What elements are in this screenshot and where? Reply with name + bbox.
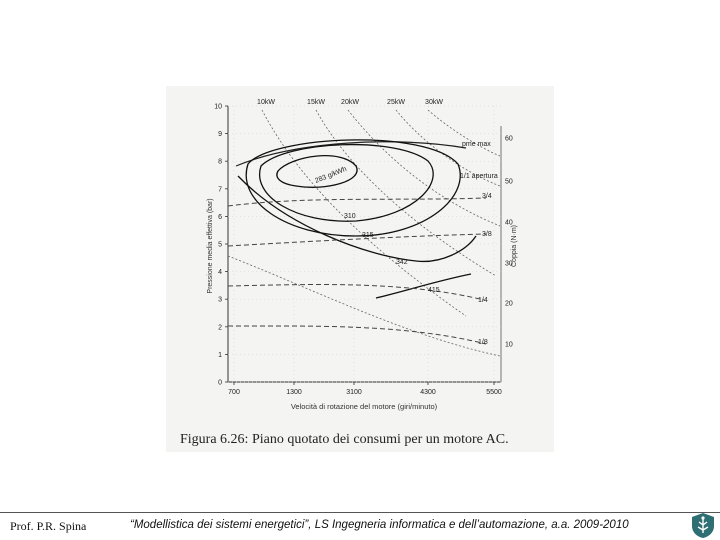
footer-course-title: “Modellistica dei sistemi energetici”, L… — [130, 519, 629, 531]
power-label: 30kW — [425, 99, 443, 106]
footer-author: Prof. P.R. Spina — [10, 519, 87, 533]
grid — [228, 105, 501, 383]
throttle-3-8 — [227, 233, 487, 247]
x-tick-label: 4300 — [420, 389, 436, 396]
throttle-1-8 — [227, 325, 487, 345]
y-tick-label: 2 — [218, 324, 222, 331]
y-axis-title: Pressione media effettiva (bar) — [207, 198, 214, 293]
university-logo-icon — [692, 513, 714, 538]
y2-tick-label: 60 — [505, 136, 513, 143]
y2-tick-label: 20 — [505, 301, 513, 308]
y2-tick-label: 40 — [505, 220, 513, 227]
x-tick-label: 1300 — [286, 389, 302, 396]
label-throttle-1-4: 1/4 — [478, 297, 488, 304]
y-tick-label: 0 — [218, 380, 222, 387]
pme-max-curve — [235, 141, 467, 167]
x-tick-label: 700 — [228, 389, 240, 396]
power-label: 20kW — [341, 99, 359, 106]
throttle-3-4 — [227, 197, 487, 207]
footer-divider — [0, 512, 720, 513]
y-tick-label: 10 — [214, 104, 222, 111]
y2-axis-title: Coppia (N·m) — [511, 225, 518, 267]
label-isoline-310: 310 — [344, 213, 356, 220]
y2-tick-label: 30 — [505, 261, 513, 268]
isoline-342 — [237, 175, 477, 263]
power-curve-30kw — [427, 109, 501, 157]
throttle-1-4 — [227, 284, 485, 301]
label-pme-max: pme max — [462, 141, 491, 148]
isoline-415 — [375, 273, 472, 299]
y-tick-label: 9 — [218, 131, 222, 138]
y-tick-label: 6 — [218, 214, 222, 221]
figure-scan: 0 1 2 3 4 5 6 7 8 9 10 700 1300 3100 4300 5500 10 20 30 4… — [166, 86, 554, 452]
power-label: 25kW — [387, 99, 405, 106]
y-tick-label: 8 — [218, 159, 222, 166]
y2-axis-ticks: 10 20 30 40 50 60 — [505, 136, 513, 349]
power-curve-15kw — [315, 109, 497, 277]
y-tick-label: 3 — [218, 297, 222, 304]
y-tick-label: 4 — [218, 269, 222, 276]
throttle-curves — [227, 197, 487, 345]
label-isoline-315: 315 — [362, 232, 374, 239]
isoline-315 — [245, 139, 461, 237]
label-isoline-415: 415 — [428, 287, 440, 294]
power-curve-20kw — [347, 109, 501, 227]
y2-tick-label: 50 — [505, 179, 513, 186]
torque-line — [227, 255, 501, 357]
y-tick-label: 7 — [218, 186, 222, 193]
x-axis-title: Velocità di rotazione del motore (giri/m… — [291, 402, 438, 411]
isoline-310 — [259, 143, 434, 222]
x-tick-label: 5500 — [486, 389, 502, 396]
bsfc-isolines — [237, 139, 477, 299]
x-axis-ticks: 700 1300 3100 4300 5500 — [228, 382, 502, 396]
power-label: 15kW — [307, 99, 325, 106]
y-tick-label: 5 — [218, 242, 222, 249]
y-tick-label: 1 — [218, 352, 222, 359]
label-isoline-342: 342 — [396, 259, 408, 266]
label-throttle-3-8: 3/8 — [482, 231, 492, 238]
label-throttle-1-8: 1/8 — [478, 339, 488, 346]
label-throttle-3-4: 3/4 — [482, 193, 492, 200]
x-tick-label: 3100 — [346, 389, 362, 396]
consumption-map-chart: 0 1 2 3 4 5 6 7 8 9 10 700 1300 3100 4300 5500 10 20 30 4… — [207, 99, 518, 411]
power-label: 10kW — [257, 99, 275, 106]
isoline-283 — [276, 155, 358, 188]
y2-tick-label: 10 — [505, 342, 513, 349]
label-apertura: 1/1 apertura — [460, 173, 498, 180]
y-axis-ticks: 0 1 2 3 4 5 6 7 8 9 10 — [214, 104, 228, 387]
power-labels: 10kW 15kW 20kW 25kW 30kW — [257, 99, 443, 106]
figure-caption: Figura 6.26: Piano quotato dei consumi p… — [180, 432, 509, 447]
